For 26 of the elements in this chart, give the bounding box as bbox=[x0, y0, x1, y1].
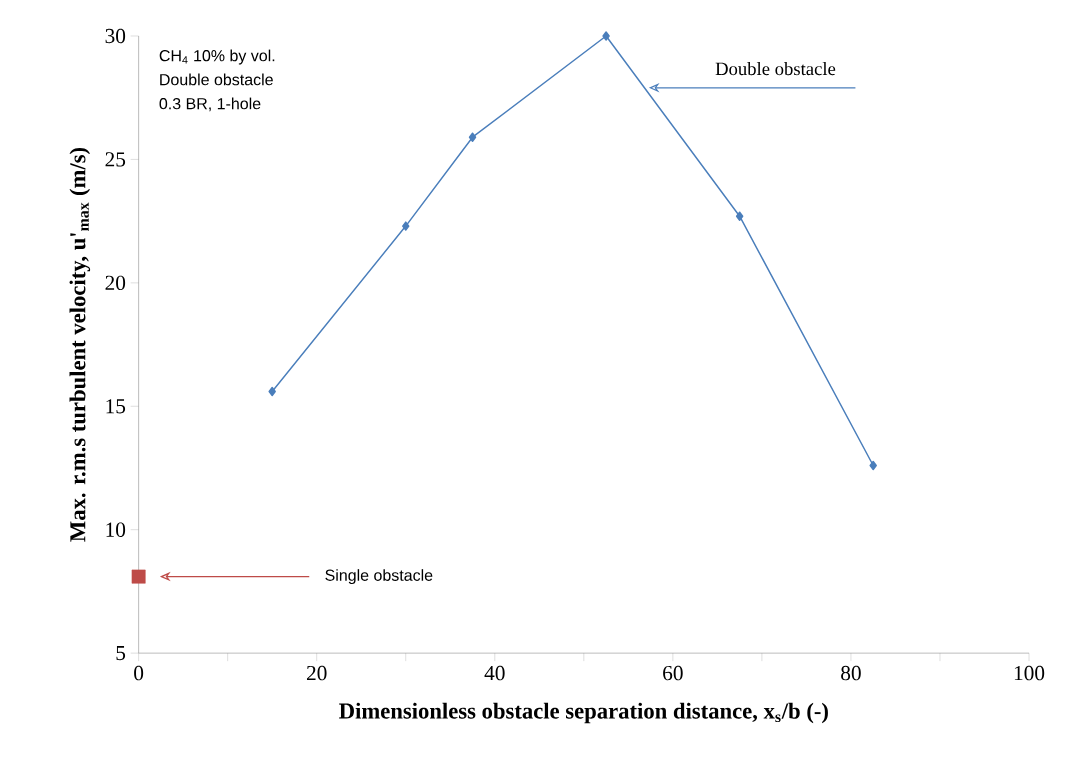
y-tick-label: 30 bbox=[105, 28, 126, 44]
annotation: Double obstacle bbox=[715, 61, 836, 76]
x-axis-title: Dimensionless obstacle separation distance, x$_{s}$/b (-) bbox=[339, 702, 828, 724]
point bbox=[869, 460, 877, 471]
x-tick-label: 80 bbox=[841, 665, 861, 681]
y-tick-label: 25 bbox=[105, 152, 126, 167]
point bbox=[602, 31, 610, 41]
point bbox=[468, 132, 477, 142]
x-tick-label: 0 bbox=[134, 665, 144, 681]
point bbox=[402, 221, 410, 231]
point bbox=[131, 569, 146, 584]
x-tick-label: 100 bbox=[1014, 665, 1045, 681]
annotation: Single obstacle bbox=[325, 569, 433, 585]
y-tick-label: 15 bbox=[106, 399, 126, 414]
annotation: CH$_{4}$ 10% by vol. bbox=[159, 49, 275, 65]
point bbox=[735, 211, 744, 221]
y-axis-title: Max. r.m.s turbulent velocity, u'$_{max}$ (m/s) bbox=[69, 147, 91, 542]
annotation: 0.3 BR, 1-hole bbox=[159, 97, 261, 112]
x-tick-label: 40 bbox=[484, 665, 505, 681]
y-tick-label: 5 bbox=[116, 646, 126, 661]
y-tick-label: 10 bbox=[106, 522, 126, 537]
y-tick-label: 20 bbox=[105, 275, 126, 290]
annotation: Double obstacle bbox=[160, 73, 273, 86]
x-tick-label: 20 bbox=[306, 665, 327, 681]
x-tick-label: 60 bbox=[663, 665, 683, 681]
point bbox=[268, 386, 276, 397]
